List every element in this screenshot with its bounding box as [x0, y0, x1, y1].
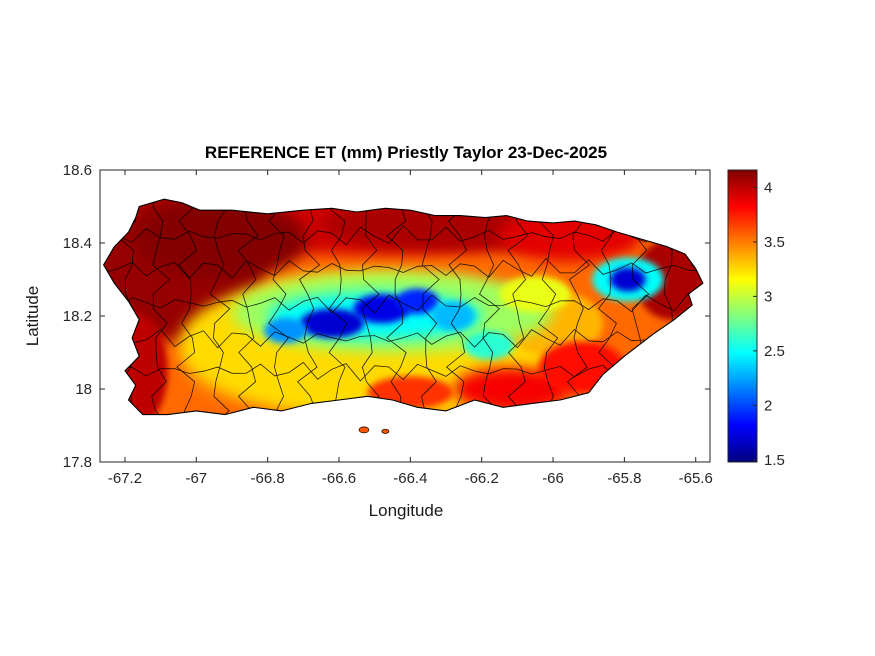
boundary-line [207, 199, 231, 415]
x-axis-label: Longitude [368, 501, 444, 520]
colorbar-tick-label: 2.5 [764, 343, 785, 360]
field-blob-cordillera-deep-blue-1 [299, 308, 364, 338]
x-tick-label: -66.6 [322, 470, 356, 487]
boundary-line [268, 199, 289, 415]
colorbar-tick-label: 1.5 [764, 452, 785, 469]
field-blob-cordillera-ne-green [499, 275, 571, 313]
boundary-line [326, 199, 348, 415]
colorbar-tick-label: 4 [764, 179, 772, 196]
field-blob-south-coast-red-patch [453, 367, 568, 411]
y-tick-label: 17.8 [63, 454, 92, 471]
boundary-line [421, 199, 440, 415]
chart-title: REFERENCE ET (mm) Priestly Taylor 23-Dec… [204, 143, 608, 162]
colorbar-tick-label: 3 [764, 288, 772, 305]
boundary-line [297, 199, 321, 415]
y-tick-label: 18.2 [63, 308, 92, 325]
x-tick-label: -66.2 [465, 470, 499, 487]
x-tick-label: -67 [185, 470, 207, 487]
boundary-line [537, 199, 559, 415]
x-tick-label: -66.8 [251, 470, 285, 487]
boundary-line [103, 361, 703, 382]
x-tick-label: -67.2 [108, 470, 142, 487]
boundary-line [386, 199, 407, 415]
field-blob-cordillera-blue-3 [396, 288, 439, 315]
colorbar-tick-label: 3.5 [764, 234, 785, 251]
boundary-line [151, 199, 170, 415]
boundary-line [176, 199, 198, 415]
axes-ticks [100, 169, 710, 463]
offshore-islet [381, 428, 390, 434]
colorbar [727, 169, 758, 463]
x-tick-label: -65.6 [679, 470, 713, 487]
y-tick-label: 18.4 [63, 235, 92, 252]
y-tick-label: 18 [75, 381, 92, 398]
field-blob-cayey-cyan-spot [463, 330, 514, 360]
y-tick-label: 18.6 [63, 162, 92, 179]
boundary-line [445, 199, 467, 415]
coastline-outline [103, 198, 704, 416]
boundary-line [103, 328, 703, 349]
x-tick-label: -66.4 [393, 470, 427, 487]
field-blob-el-yunque-blue-core [610, 267, 646, 292]
field-blob-cordillera-blue-east [431, 301, 475, 331]
x-tick-label: -65.8 [607, 470, 641, 487]
field-blob-northwest-darkest [135, 199, 307, 280]
offshore-islet [358, 426, 370, 434]
boundary-line [103, 258, 703, 279]
boundary-line [507, 199, 529, 415]
boundary-line [566, 199, 590, 415]
field-blob-cordillera-deep-blue-2 [353, 294, 411, 324]
colorbar-tick-label: 2 [764, 397, 772, 414]
x-tick-label: -66 [542, 470, 564, 487]
boundary-line [477, 199, 501, 415]
field-blob-cordillera-blue-west [264, 317, 307, 344]
boundary-line [103, 292, 703, 314]
boundary-line [237, 199, 259, 415]
boundary-line [103, 225, 703, 246]
